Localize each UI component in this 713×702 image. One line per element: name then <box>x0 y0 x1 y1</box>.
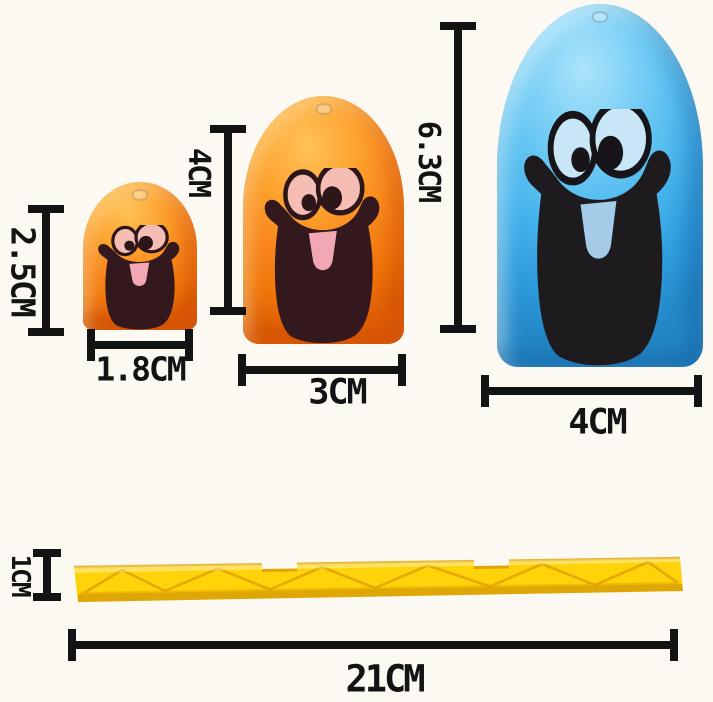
track-bottom-shadow <box>78 584 683 602</box>
track-height-label: 1CM <box>5 554 35 596</box>
left-eye-icon <box>111 225 140 257</box>
left-pupil <box>124 240 135 251</box>
left-pupil <box>301 194 316 211</box>
dome-top-nub <box>315 103 332 115</box>
medium-dome-height-measure-bar <box>210 125 246 315</box>
small-dome-height-measure-bar <box>28 205 64 336</box>
dome-top-nub <box>591 11 609 23</box>
large-dome-height-measure-bar <box>440 22 476 333</box>
cartoon-face-icon <box>524 109 672 366</box>
large-dome-width-measure-bar <box>481 375 702 407</box>
medium-orange-dome-figure <box>243 96 404 344</box>
tooth <box>129 262 150 286</box>
small-dome-width-measure-bar <box>87 329 193 361</box>
small-dome-height-label: 2.5CM <box>3 226 43 316</box>
track-notch <box>262 545 297 570</box>
track-notch-floor <box>473 565 510 569</box>
tooth <box>581 201 617 259</box>
large-blue-dome-figure <box>497 4 703 367</box>
small-dome-width-label: 1.8CM <box>95 349 186 389</box>
track-rim-edge <box>73 556 681 569</box>
right-pupil <box>322 186 342 210</box>
left-eye-icon <box>283 169 323 221</box>
large-dome-width-label: 4CM <box>568 402 627 443</box>
right-pupil <box>598 135 624 171</box>
dome-top-nub <box>131 189 149 201</box>
yellow-track-bar <box>70 545 685 607</box>
track-top-highlight <box>74 558 680 573</box>
track-width-measure-bar <box>68 629 678 661</box>
track-notch <box>474 545 509 567</box>
medium-dome-height-label: 4CM <box>181 147 216 197</box>
small-orange-dome-figure <box>83 182 197 330</box>
cartoon-face-icon <box>98 224 180 330</box>
right-pupil <box>139 235 154 250</box>
left-eye-icon <box>548 111 599 186</box>
large-dome-height-label: 6.3CM <box>411 120 446 202</box>
medium-dome-width-measure-bar <box>238 354 406 386</box>
track-notch-floor <box>261 568 298 572</box>
left-pupil <box>571 147 591 173</box>
cartoon-face-icon <box>264 167 380 344</box>
medium-dome-width-label: 3CM <box>308 372 367 413</box>
track-width-label: 21CM <box>345 657 425 701</box>
track-channel-edge <box>79 582 679 594</box>
track-height-measure-bar <box>33 549 61 601</box>
tooth <box>308 230 337 271</box>
